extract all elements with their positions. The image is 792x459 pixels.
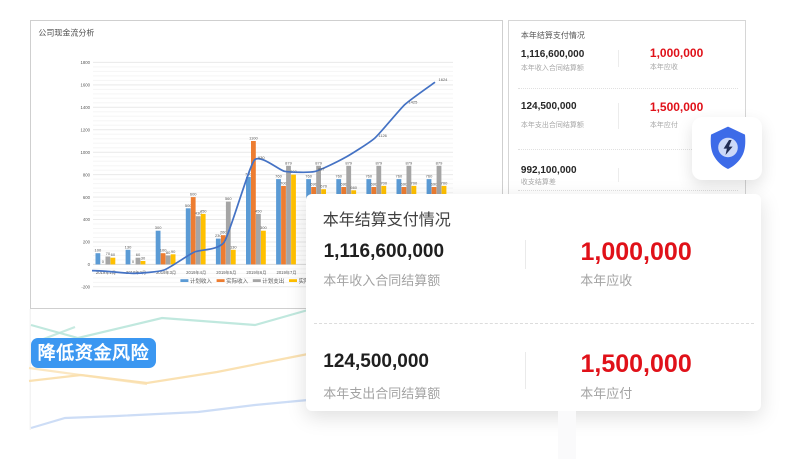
svg-text:879: 879 bbox=[375, 160, 382, 165]
svg-text:200: 200 bbox=[83, 240, 91, 245]
svg-text:2019年2月: 2019年2月 bbox=[126, 269, 146, 276]
svg-text:230: 230 bbox=[215, 233, 222, 238]
svg-text:300: 300 bbox=[260, 225, 267, 230]
svg-text:300: 300 bbox=[155, 225, 162, 230]
svg-text:130: 130 bbox=[230, 244, 237, 249]
svg-text:430: 430 bbox=[195, 211, 202, 216]
svg-text:130: 130 bbox=[125, 244, 132, 249]
svg-text:660: 660 bbox=[350, 185, 357, 190]
svg-text:690: 690 bbox=[431, 182, 438, 187]
svg-text:760: 760 bbox=[426, 174, 433, 179]
svg-text:500: 500 bbox=[185, 203, 192, 208]
svg-text:100: 100 bbox=[160, 248, 167, 253]
svg-text:计划支出: 计划支出 bbox=[262, 277, 284, 285]
svg-text:2019年6月: 2019年6月 bbox=[246, 269, 266, 276]
svg-text:2019年3月: 2019年3月 bbox=[156, 269, 176, 276]
svg-text:1400: 1400 bbox=[80, 105, 90, 110]
svg-text:879: 879 bbox=[315, 160, 322, 165]
svg-text:760: 760 bbox=[305, 174, 312, 179]
svg-text:1624: 1624 bbox=[439, 77, 449, 82]
svg-text:2019年4月: 2019年4月 bbox=[186, 269, 206, 276]
svg-text:0: 0 bbox=[88, 262, 91, 267]
svg-text:1126: 1126 bbox=[378, 133, 387, 138]
svg-text:1425: 1425 bbox=[408, 100, 418, 105]
svg-text:879: 879 bbox=[285, 160, 292, 165]
svg-text:879: 879 bbox=[406, 160, 413, 165]
svg-text:760: 760 bbox=[365, 174, 372, 179]
svg-text:800: 800 bbox=[83, 172, 91, 177]
svg-text:公司现金流分析: 公司现金流分析 bbox=[38, 28, 94, 38]
svg-text:30: 30 bbox=[141, 256, 146, 261]
svg-text:1800: 1800 bbox=[80, 60, 90, 65]
svg-text:0: 0 bbox=[102, 259, 105, 264]
svg-text:760: 760 bbox=[275, 174, 282, 179]
svg-text:2019年1月: 2019年1月 bbox=[96, 269, 116, 276]
svg-text:2019年7月: 2019年7月 bbox=[276, 269, 296, 276]
svg-text:1200: 1200 bbox=[80, 128, 90, 133]
svg-text:-200: -200 bbox=[81, 285, 90, 290]
svg-text:879: 879 bbox=[345, 160, 352, 165]
svg-text:879: 879 bbox=[436, 160, 443, 165]
svg-text:690: 690 bbox=[340, 182, 347, 187]
svg-text:560: 560 bbox=[225, 196, 232, 201]
svg-text:70: 70 bbox=[106, 251, 111, 256]
svg-text:450: 450 bbox=[200, 208, 207, 213]
svg-text:450: 450 bbox=[255, 208, 262, 213]
svg-text:700: 700 bbox=[380, 180, 387, 185]
svg-text:100: 100 bbox=[95, 248, 102, 253]
svg-text:计划收入: 计划收入 bbox=[190, 277, 213, 285]
svg-text:690: 690 bbox=[401, 182, 408, 187]
svg-text:700: 700 bbox=[441, 180, 448, 185]
svg-text:700: 700 bbox=[280, 180, 287, 185]
svg-text:1000: 1000 bbox=[80, 150, 90, 155]
svg-text:930: 930 bbox=[258, 155, 265, 160]
svg-text:实际收入: 实际收入 bbox=[226, 277, 249, 285]
svg-text:260: 260 bbox=[220, 230, 227, 235]
svg-text:60: 60 bbox=[111, 252, 116, 257]
svg-text:670: 670 bbox=[320, 184, 327, 189]
svg-text:760: 760 bbox=[335, 174, 342, 179]
svg-text:600: 600 bbox=[83, 195, 91, 200]
svg-text:1600: 1600 bbox=[80, 83, 90, 88]
svg-text:700: 700 bbox=[411, 180, 418, 185]
svg-text:1100: 1100 bbox=[249, 136, 258, 141]
svg-text:80: 80 bbox=[166, 250, 171, 255]
svg-text:690: 690 bbox=[370, 182, 377, 187]
svg-text:60: 60 bbox=[136, 252, 141, 257]
svg-text:600: 600 bbox=[190, 192, 197, 197]
svg-text:400: 400 bbox=[83, 217, 91, 222]
svg-text:827: 827 bbox=[318, 167, 325, 172]
svg-text:690: 690 bbox=[310, 182, 317, 187]
svg-text:90: 90 bbox=[171, 249, 176, 254]
svg-text:2019年5月: 2019年5月 bbox=[216, 269, 236, 276]
svg-text:0: 0 bbox=[132, 259, 135, 264]
svg-text:760: 760 bbox=[396, 174, 403, 179]
